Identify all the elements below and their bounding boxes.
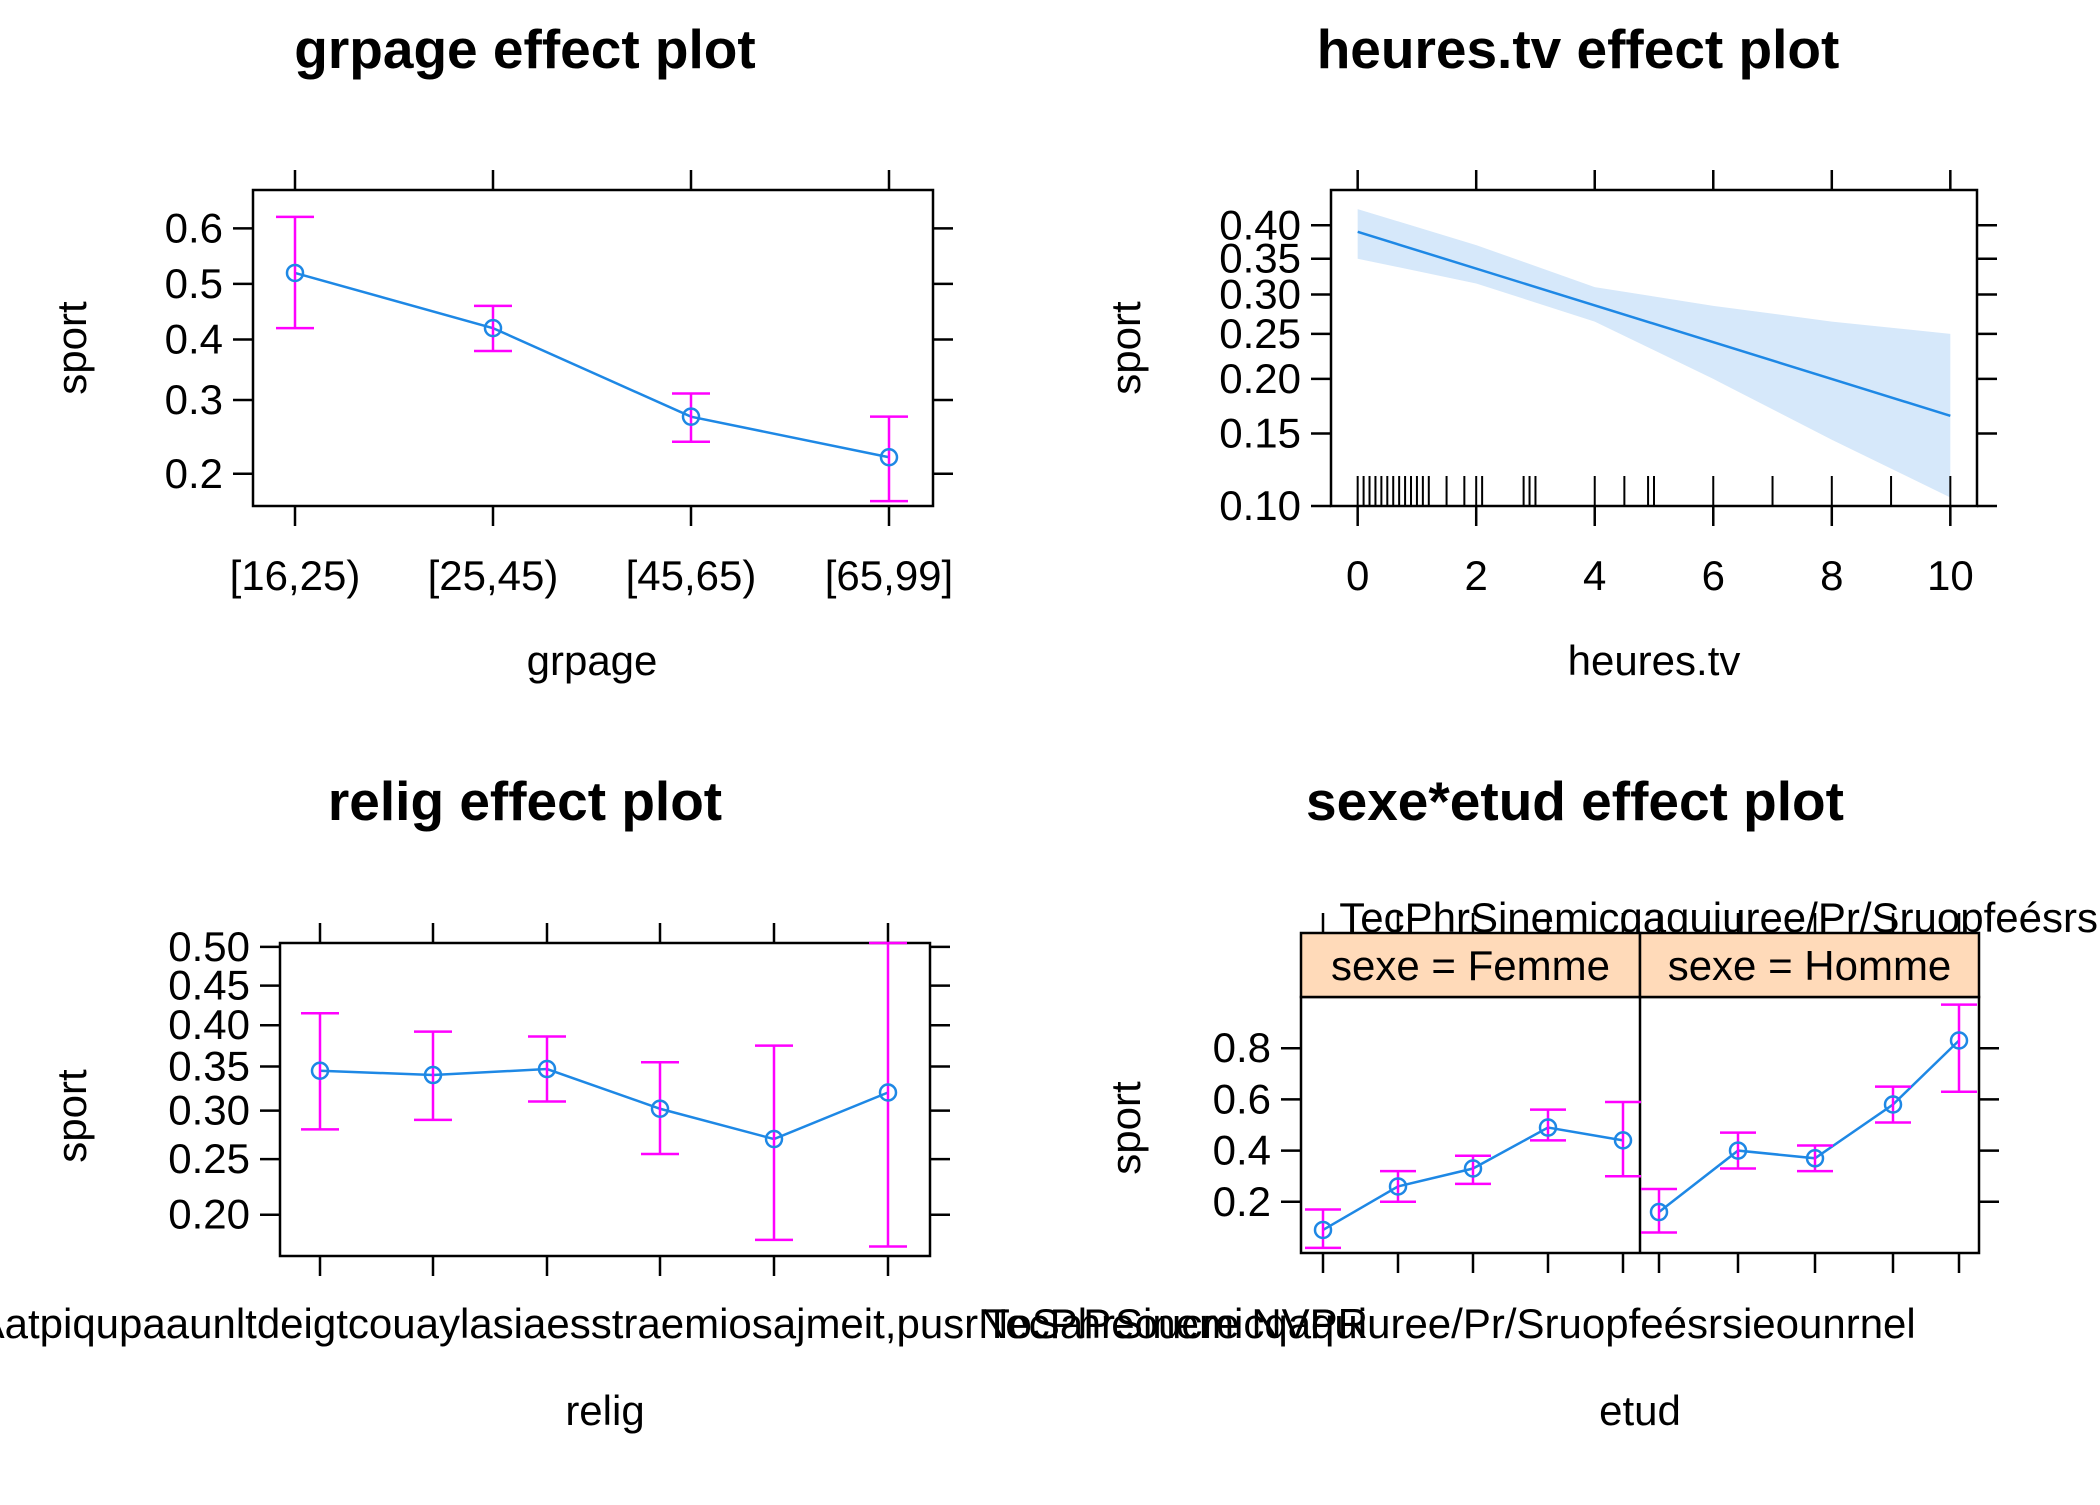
y-tick-label: 0.25 [1219, 310, 1301, 357]
data-point [1805, 1149, 1825, 1168]
data-point [1613, 1131, 1633, 1150]
y-tick-label: 0.6 [1213, 1075, 1271, 1122]
data-point [285, 263, 305, 283]
y-tick-label: 0.2 [165, 450, 223, 497]
y-tick-label: 0.4 [165, 315, 223, 362]
grpage-plot-title: grpage effect plot [294, 18, 755, 80]
strip-panel-1 [1299, 931, 1642, 999]
strip-label: sexe = Femme [1331, 942, 1610, 989]
y-tick-label: 0.3 [165, 376, 223, 423]
data-point [537, 1059, 557, 1079]
heures-tv-plot-title: heures.tv effect plot [1317, 18, 1840, 80]
y-tick-label: 0.5 [165, 260, 223, 307]
y-tick-label: 0.20 [1219, 355, 1301, 402]
data-point [1728, 1141, 1748, 1160]
data-point [423, 1065, 443, 1085]
sexe-etud-x-axis-label: etud [1599, 1387, 1681, 1434]
relig-plot-title: relig effect plot [328, 770, 722, 832]
x-tick-label: 8 [1820, 552, 1843, 599]
data-point [650, 1099, 670, 1118]
series-line [294, 271, 890, 459]
y-tick-label: 0.50 [168, 923, 250, 970]
y-tick-label: 0.2 [1213, 1178, 1271, 1225]
data-point [1949, 1031, 1969, 1050]
y-tick-label: 0.15 [1219, 410, 1301, 457]
y-tick-label: 0.40 [1219, 201, 1301, 248]
sexe-etud-plot-marks: 0.20.4 0.60.8 sexe = Femme sexe = Homme [1213, 913, 1999, 1273]
y-tick-label: 0.30 [1219, 270, 1301, 317]
heures-tv-x-axis-label: heures.tv [1568, 637, 1741, 684]
sexe-etud-y-axis-label: sport [1102, 1081, 1149, 1175]
relig-plot-frame [278, 941, 932, 1258]
y-tick-label: 0.10 [1219, 482, 1301, 529]
y-tick-label: 0.35 [1219, 235, 1301, 282]
data-point [1883, 1095, 1903, 1114]
y-tick-label: 0.35 [168, 1042, 250, 1089]
y-tick-label: 0.20 [168, 1191, 250, 1238]
y-tick-label: 0.6 [165, 204, 223, 251]
grpage-effect-plot: grpage effect plot grpage sport 0.20.30.… [48, 18, 953, 684]
data-point [1313, 1220, 1333, 1240]
heures-tv-plot-marks: 0.10 0.15 0.200.250.300.350.40 0 2 4 6 8 10 [1219, 170, 1997, 599]
sexe-etud-plot-title: sexe*etud effect plot [1306, 770, 1844, 832]
relig-plot-marks: 0.20 0.250.300.350.400.450.50 [168, 923, 950, 1276]
heures-tv-effect-plot: heures.tv effect plot heures.tv sport 0.… [1102, 18, 1997, 684]
data-point [878, 1083, 898, 1102]
data-point [1463, 1159, 1483, 1178]
y-tick-label: 0.40 [168, 1001, 250, 1048]
x-tick-label: 4 [1583, 552, 1606, 599]
x-tick-label: [65,99] [825, 552, 953, 599]
x-tick-label: [16,25) [230, 552, 361, 599]
data-point [681, 407, 701, 426]
x-tick-label: 0 [1346, 552, 1369, 599]
y-tick-label: 0.8 [1213, 1024, 1271, 1071]
series-line [319, 1067, 889, 1141]
grpage-plot-frame [251, 188, 935, 508]
relig-y-axis-label: sport [48, 1069, 95, 1163]
data-point [879, 448, 899, 467]
confidence-band [1357, 209, 1951, 498]
x-tick-label: 6 [1702, 552, 1725, 599]
strip-panel-2 [1638, 931, 1981, 999]
relig-x-axis-label: relig [565, 1387, 644, 1434]
fit-line [1357, 230, 1951, 417]
y-tick-label: 0.25 [168, 1135, 250, 1182]
y-tick-label: 0.4 [1213, 1127, 1271, 1174]
strip-label: sexe = Homme [1668, 942, 1952, 989]
data-point [1649, 1202, 1669, 1222]
series-line-panel-2 [1658, 1039, 1960, 1214]
x-tick-label: 10 [1927, 552, 1974, 599]
grpage-plot-marks: 0.2 0.3 0.4 0.5 0.6 [16,25) [25,45) [45,65) [65,… [165, 170, 953, 599]
y-tick-label: 0.30 [168, 1087, 250, 1134]
x-tick-label: [25,45) [428, 552, 559, 599]
data-point [764, 1129, 784, 1149]
y-tick-label: 0.45 [168, 962, 250, 1009]
data-point [1388, 1177, 1408, 1196]
data-point [483, 318, 503, 338]
x-tick-label: 2 [1465, 552, 1488, 599]
sexe-etud-category-labels-bottom: TecPhrSinemicqaquiuree/Pr/Sruopfeésrsieo… [984, 1300, 1916, 1347]
x-tick-label: [45,65) [626, 552, 757, 599]
data-point [1538, 1118, 1558, 1137]
grpage-y-axis-label: sport [48, 301, 95, 395]
relig-effect-plot: relig effect plot PratiqPAatpiqupaaunltd… [0, 770, 1368, 1434]
sexe-etud-effect-plot: sexe*etud effect plot TecPhrSinemicqaqui… [984, 770, 2100, 1434]
grpage-x-axis-label: grpage [527, 637, 658, 684]
data-point [310, 1061, 330, 1080]
relig-category-labels: PratiqPAatpiqupaaunltdeigtcouaylasiaesst… [0, 1300, 1368, 1347]
heures-tv-y-axis-label: sport [1102, 301, 1149, 395]
